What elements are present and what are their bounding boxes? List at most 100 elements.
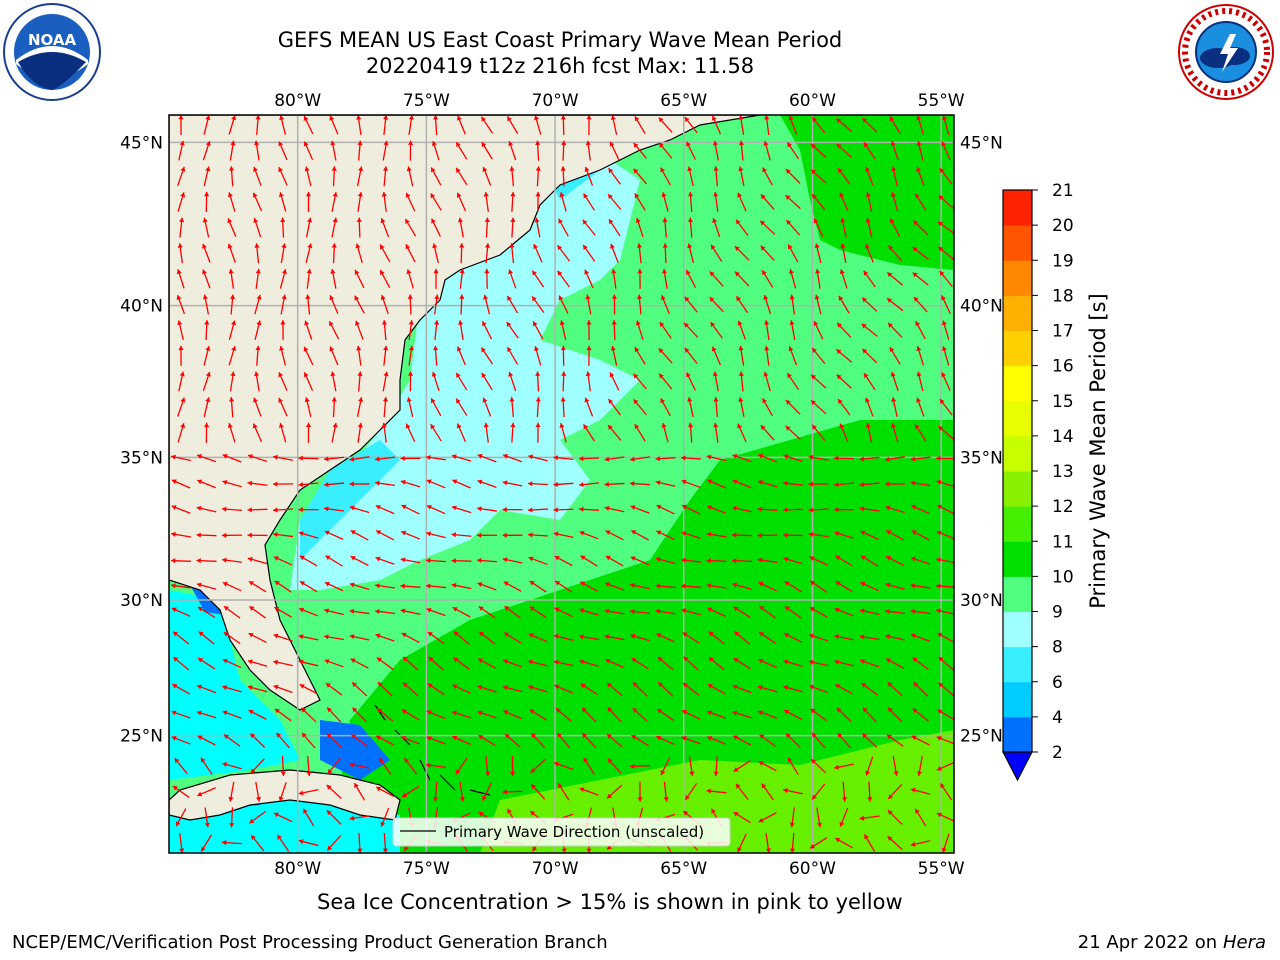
wave-arrow-head [430,424,436,430]
wave-arrow-head [535,191,541,197]
wave-arrow-head [911,556,916,562]
wave-arrow-head [451,532,457,538]
wave-arrow-head [279,346,285,351]
wave-arrow-head [400,557,406,563]
wave-arrow-head [482,321,487,327]
wave-arrow-head [633,373,639,379]
colorbar-segment [1003,506,1032,542]
wave-arrow-head [758,761,764,766]
wave-arrow-head [683,811,689,816]
wave-arrow-head [937,632,943,638]
wave-arrow-head [658,682,664,688]
wave-arrow-head [356,115,362,120]
wave-arrow-head [247,454,253,460]
wave-arrow-head [657,709,663,714]
wave-arrow-head [938,656,944,662]
wave-arrow-head [864,243,870,249]
wave-arrow-head [173,631,179,637]
wave-arrow-head [458,320,464,325]
wave-arrow-head [329,295,335,301]
wave-arrow-head [481,142,487,148]
wave-arrow-head [886,556,892,561]
wave-arrow-head [607,758,613,764]
colorbar-tick-label: 11 [1052,532,1074,552]
wave-arrow-head [887,836,893,842]
wave-arrow-head [507,808,512,814]
wave-arrow-head [561,140,567,146]
wave-arrow-head [788,269,794,275]
wave-arrow-head [732,505,737,511]
wave-arrow-head [222,557,227,563]
wave-arrow-head [426,710,432,716]
legend-box [392,817,731,847]
wave-arrow-head [228,796,234,802]
wave-arrow-head [349,608,355,614]
wave-arrow-head [456,398,461,404]
wave-arrow-head [274,607,280,612]
wave-arrow-head [580,555,586,561]
wave-arrow-head [503,581,509,587]
wave-arrow-head [583,757,589,763]
wave-arrow-head [786,220,792,225]
lat-tick-label-right: 45°N [960,133,1003,153]
wave-arrow-head [859,634,865,640]
wave-arrow-head [535,422,541,428]
wave-arrow-head [426,531,432,537]
wave-arrow-head [886,530,892,535]
wave-arrow-head [916,115,922,121]
wave-arrow-head [227,243,233,249]
wave-arrow-head [229,397,235,402]
wave-arrow-head [889,116,895,122]
wave-arrow-head [380,295,386,300]
wave-arrow-head [583,424,589,430]
wave-arrow-head [890,218,895,224]
wave-arrow-head [763,294,769,300]
wave-arrow-head [229,294,236,300]
wave-arrow-head [763,371,769,377]
wave-arrow-head [507,347,512,353]
wave-arrow-head [605,530,611,535]
wave-arrow-head [324,634,329,640]
wave-arrow-head [738,140,745,146]
wave-arrow-head [529,581,535,586]
wave-arrow-head [941,320,947,326]
wave-arrow-head [401,530,407,536]
wave-arrow-head [890,423,896,428]
wave-arrow-head [405,218,410,224]
wave-arrow-head [584,166,590,172]
wave-arrow-head [307,243,313,249]
colorbar-segment [1003,681,1032,718]
wave-arrow-head [379,244,385,250]
wave-arrow-head [381,422,387,428]
wave-arrow-head [862,733,868,739]
wave-arrow-head [376,735,382,741]
wave-arrow-head [630,556,636,562]
wave-arrow-head [738,345,744,351]
wave-arrow-head [785,425,791,431]
lat-tick-label-left: 40°N [120,297,163,317]
wave-arrow-head [811,143,817,149]
wave-arrow-head [273,633,279,639]
footer-producer: NCEP/EMC/Verification Post Processing Pr… [12,932,608,953]
wave-arrow-head [936,766,942,771]
wave-arrow-head [324,530,330,536]
wave-arrow-head [281,243,287,249]
colorbar-segment [1003,471,1032,507]
wave-arrow-head [860,581,866,587]
wave-arrow-head [814,243,820,249]
wave-arrow-head [509,243,515,248]
wave-arrow-head [332,217,338,223]
wave-arrow-head [227,218,233,224]
wave-arrow-head [280,320,286,325]
colorbar-segment [1003,541,1032,577]
wave-arrow-head [759,734,765,740]
wave-arrow-head [757,685,763,691]
wave-arrow-head [254,140,260,146]
wave-arrow-head [281,294,287,300]
wave-arrow-head [687,217,694,223]
wave-arrow-head [686,269,691,275]
wave-arrow-head [426,479,432,485]
wave-arrow-head [507,295,512,301]
wave-arrow-head [636,294,643,300]
wave-arrow-head [247,480,253,486]
